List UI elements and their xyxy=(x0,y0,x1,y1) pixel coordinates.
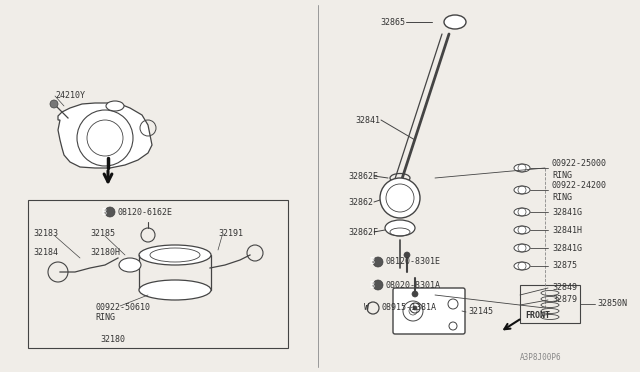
Text: 32191: 32191 xyxy=(218,228,243,237)
Text: 32180: 32180 xyxy=(100,336,125,344)
Text: 00922-25000: 00922-25000 xyxy=(552,158,607,167)
Text: 08020-8301A: 08020-8301A xyxy=(386,280,441,289)
Text: 32180H: 32180H xyxy=(90,247,120,257)
Text: RING: RING xyxy=(552,192,572,202)
Text: 32841H: 32841H xyxy=(552,225,582,234)
Ellipse shape xyxy=(139,280,211,300)
Text: 32841G: 32841G xyxy=(552,244,582,253)
Text: 32185: 32185 xyxy=(90,228,115,237)
Text: 32879: 32879 xyxy=(552,295,577,305)
Ellipse shape xyxy=(514,262,530,270)
Text: 32865: 32865 xyxy=(380,17,405,26)
Circle shape xyxy=(413,306,417,310)
Text: 08915-1381A: 08915-1381A xyxy=(382,304,437,312)
Text: B: B xyxy=(369,257,374,266)
Text: 24210Y: 24210Y xyxy=(55,90,85,99)
Text: B: B xyxy=(369,280,374,289)
Text: 32841G: 32841G xyxy=(552,208,582,217)
Text: 32145: 32145 xyxy=(468,308,493,317)
Text: 32862F: 32862F xyxy=(348,228,378,237)
Ellipse shape xyxy=(514,164,530,172)
Bar xyxy=(28,200,288,348)
Text: 32184: 32184 xyxy=(33,247,58,257)
Ellipse shape xyxy=(514,226,530,234)
Circle shape xyxy=(50,100,58,108)
Text: 32862: 32862 xyxy=(348,198,373,206)
Circle shape xyxy=(412,291,418,297)
FancyBboxPatch shape xyxy=(393,288,465,334)
Ellipse shape xyxy=(139,245,211,265)
Text: 08120-8301E: 08120-8301E xyxy=(386,257,441,266)
Ellipse shape xyxy=(514,244,530,252)
Text: W: W xyxy=(365,304,369,312)
Text: 00922-24200: 00922-24200 xyxy=(552,180,607,189)
Ellipse shape xyxy=(514,186,530,194)
Text: RING: RING xyxy=(95,314,115,323)
Text: 32875: 32875 xyxy=(552,262,577,270)
Text: 32849: 32849 xyxy=(552,283,577,292)
Text: RING: RING xyxy=(552,170,572,180)
Polygon shape xyxy=(58,103,152,168)
Text: 08120-6162E: 08120-6162E xyxy=(118,208,173,217)
Text: 32862E: 32862E xyxy=(348,171,378,180)
Circle shape xyxy=(380,178,420,218)
Text: A3P8J00P6: A3P8J00P6 xyxy=(520,353,562,362)
Ellipse shape xyxy=(385,220,415,236)
Ellipse shape xyxy=(106,101,124,111)
Circle shape xyxy=(373,280,383,290)
Text: 32183: 32183 xyxy=(33,228,58,237)
Ellipse shape xyxy=(514,208,530,216)
Circle shape xyxy=(105,207,115,217)
Text: B: B xyxy=(102,208,106,217)
Ellipse shape xyxy=(119,258,141,272)
Text: 32850N: 32850N xyxy=(597,299,627,308)
Text: 00922-50610: 00922-50610 xyxy=(95,304,150,312)
Circle shape xyxy=(404,252,410,258)
Text: FRONT: FRONT xyxy=(525,311,550,321)
Text: 32841: 32841 xyxy=(355,115,380,125)
Bar xyxy=(520,285,580,323)
Ellipse shape xyxy=(444,15,466,29)
Circle shape xyxy=(373,257,383,267)
